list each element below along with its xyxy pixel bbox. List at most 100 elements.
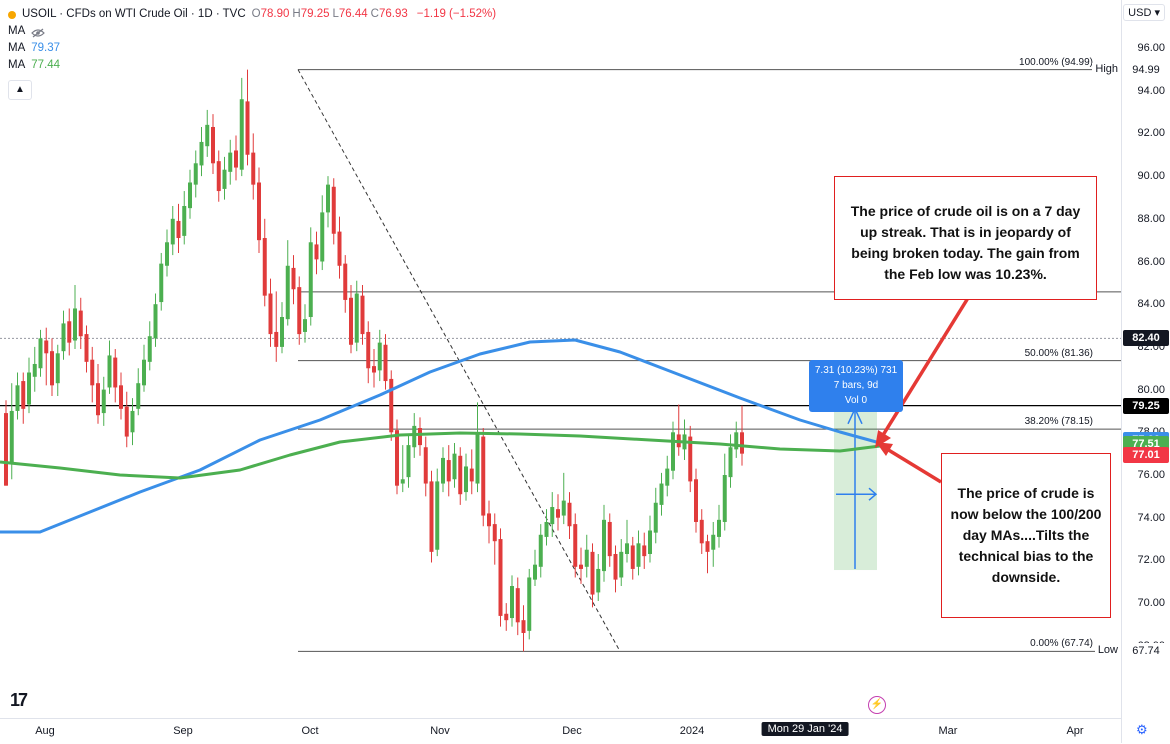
candle-down (579, 564, 583, 569)
candle-up (285, 265, 290, 320)
candle-down (343, 263, 348, 300)
candle-up (170, 218, 175, 245)
candle-up (15, 385, 20, 411)
price-change: −1.19 (−1.52%) (416, 8, 497, 20)
candle-down (119, 385, 123, 409)
currency-selector[interactable]: USD ▾ (1123, 4, 1165, 21)
candle-down (469, 468, 474, 482)
eye-hidden-icon[interactable] (31, 27, 46, 37)
candle-up (326, 184, 330, 213)
candle-down (504, 613, 509, 621)
ma-legend-row-2[interactable]: MA 79.37 (8, 40, 496, 57)
price-tick: 80.00 (1137, 383, 1165, 396)
candle-up (671, 432, 675, 471)
candle-up (734, 432, 739, 450)
candle-down (78, 310, 83, 337)
candle-down (44, 340, 49, 354)
candle-up (717, 519, 721, 537)
candle-down (234, 150, 238, 168)
candle-up (728, 447, 733, 478)
candle-up (550, 507, 555, 525)
measure-arrow-right-head (868, 487, 878, 501)
candle-up (475, 434, 480, 484)
candle-up (280, 317, 284, 347)
candle-down (740, 432, 744, 454)
ma-value-blue: 79.37 (31, 42, 61, 54)
price-tick: 72.00 (1137, 554, 1165, 567)
price-tick: 92.00 (1137, 127, 1165, 140)
ohlc-value: 76.44 (338, 8, 368, 20)
candle-down (694, 479, 698, 522)
price-badge-dark: 82.40 (1123, 330, 1169, 347)
candle-up (205, 124, 210, 147)
price-tick: 86.00 (1137, 255, 1165, 268)
ma-legend-row-3[interactable]: MA 77.44 (8, 57, 496, 74)
candle-down (216, 161, 221, 192)
fib-level-label: 100.00% (94.99) (1019, 56, 1093, 68)
symbol-row[interactable]: USOIL · CFDs on WTI Crude Oil · 1D · TVC… (8, 6, 496, 23)
candle-down (395, 430, 399, 486)
candle-down (481, 436, 486, 516)
go-to-realtime-icon[interactable]: ⚡ (868, 696, 886, 714)
candle-down (124, 406, 129, 437)
price-tick: 90.00 (1137, 170, 1165, 183)
candle-up (711, 534, 716, 550)
candle-down (245, 101, 250, 155)
annotation-ma-break[interactable]: The price of crude is now below the 100/… (941, 453, 1111, 618)
candle-up (130, 410, 135, 433)
time-tick: Sep (173, 725, 193, 737)
ohlc-label: O (251, 8, 261, 20)
annotation-arrow-1 (878, 297, 970, 441)
candle-up (464, 466, 468, 493)
ohlc-value: 79.25 (300, 8, 330, 20)
ma-100-line (0, 338, 881, 534)
annotation-streak[interactable]: The price of crude oil is on a 7 day up … (834, 176, 1097, 300)
chevron-down-icon: ▾ (1154, 7, 1160, 19)
price-chart[interactable] (0, 0, 1121, 718)
candle-down (590, 551, 595, 595)
candle-down (705, 541, 710, 552)
candle-down (268, 293, 273, 335)
price-tick: 70.00 (1137, 597, 1165, 610)
candle-down (360, 295, 365, 335)
candle-up (596, 568, 601, 593)
candle-up (38, 338, 43, 369)
candle-up (73, 308, 77, 341)
chart-area[interactable]: USOIL · CFDs on WTI Crude Oil · 1D · TVC… (0, 0, 1121, 718)
time-axis[interactable]: Aug Sep Oct Nov Dec 2024 Mon 29 Jan '24 Mar Apr (0, 718, 1121, 744)
measure-bars: 7 bars, 9d (833, 380, 879, 391)
chevron-up-icon: ▲ (15, 84, 25, 95)
candle-down (630, 545, 635, 569)
candle-up (142, 359, 146, 386)
candle-down (4, 413, 8, 486)
candle-down (257, 182, 261, 241)
candle-down (331, 186, 336, 234)
candle-up (55, 353, 60, 384)
fib-level-label: 38.20% (78.15) (1024, 416, 1093, 428)
candle-up (377, 342, 382, 371)
annotation-streak-text: The price of crude oil is on a 7 day up … (850, 203, 1081, 282)
symbol-title[interactable]: USOIL · CFDs on WTI Crude Oil · 1D · TVC (22, 8, 246, 20)
candle-up (228, 152, 233, 172)
tradingview-logo[interactable]: 17 (10, 690, 28, 710)
ohlc-label: C (370, 8, 379, 20)
ma-legend-row-1[interactable]: MA (8, 23, 496, 40)
candle-up (400, 479, 405, 484)
candle-up (527, 577, 532, 631)
candle-down (337, 231, 342, 266)
ma-value-green: 77.44 (31, 59, 61, 71)
price-axis[interactable]: USD ▾ 96.00 94.00 92.00 90.00 88.00 86.00 84.0… (1121, 0, 1170, 743)
candle-up (320, 212, 325, 262)
ma-label: MA (8, 59, 26, 71)
price-tick: 94.00 (1137, 84, 1165, 97)
candle-down (383, 344, 388, 382)
settings-gear-icon[interactable]: ⚙ (1136, 722, 1148, 737)
candle-down (262, 238, 267, 296)
legend-collapse-button[interactable]: ▲ (8, 80, 32, 100)
price-range-measure[interactable]: 7.31 (10.23%) 731 7 bars, 9d Vol 0 (809, 360, 903, 412)
candle-up (584, 549, 589, 567)
annotation-ma-break-text: The price of crude is now below the 100/… (950, 485, 1102, 585)
fib-level-label: 50.00% (81.36) (1024, 347, 1093, 359)
candle-up (182, 205, 187, 236)
price-tick: 88.00 (1137, 212, 1165, 225)
